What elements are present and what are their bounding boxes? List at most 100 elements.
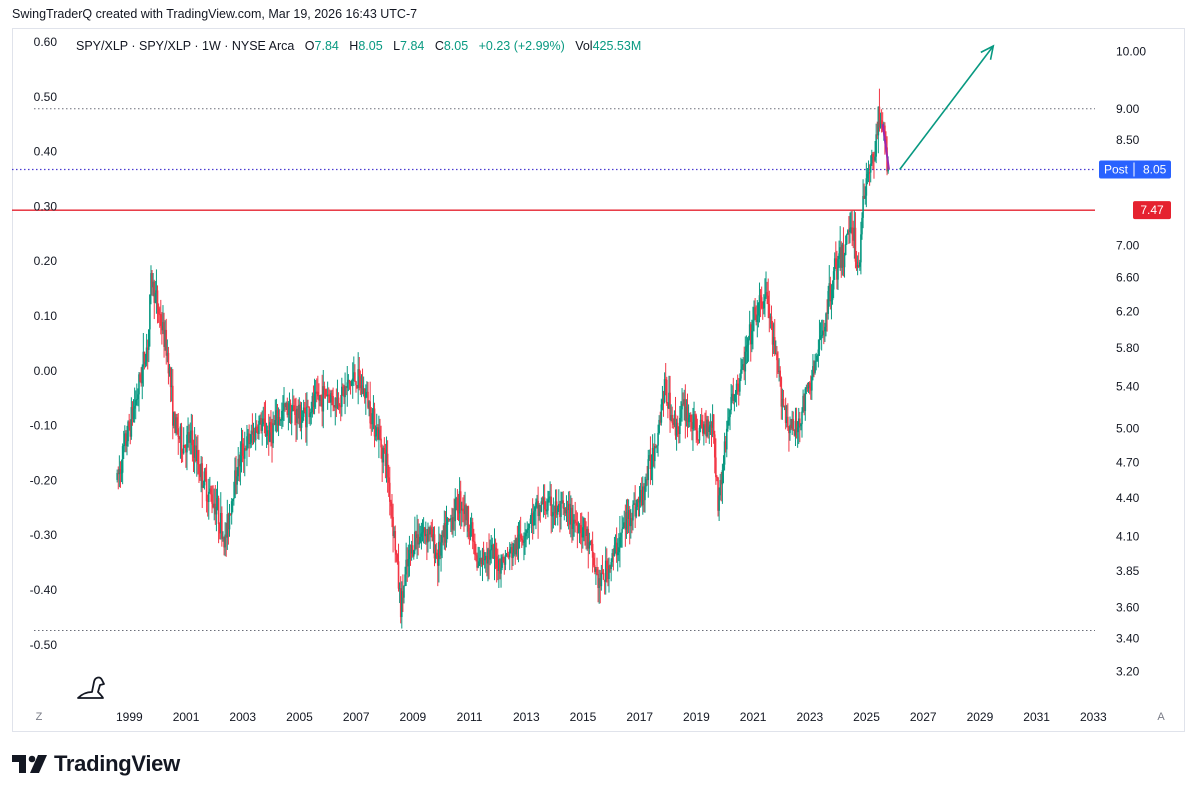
candle-body bbox=[514, 543, 517, 555]
candle-body bbox=[741, 366, 743, 370]
candle-body bbox=[532, 511, 535, 526]
candle-body bbox=[799, 418, 801, 427]
candle-body bbox=[676, 422, 679, 427]
candle-body bbox=[297, 408, 299, 419]
candle-body bbox=[430, 527, 433, 530]
candle-body bbox=[645, 478, 647, 487]
candle-body bbox=[510, 547, 512, 550]
candle-body bbox=[459, 491, 462, 511]
log-scale-button[interactable]: Z bbox=[35, 711, 43, 723]
time-axis-tick-label: 2017 bbox=[626, 710, 653, 724]
candle-body bbox=[159, 314, 162, 326]
candle-body bbox=[495, 556, 498, 569]
candle-body bbox=[211, 494, 213, 504]
candle-body bbox=[814, 361, 816, 373]
candle-body bbox=[608, 565, 610, 580]
candle-body bbox=[536, 500, 538, 503]
legend-change: +0.23 (+2.99%) bbox=[478, 39, 565, 53]
candle-body bbox=[121, 446, 124, 473]
candle-body bbox=[207, 491, 210, 503]
candle-body bbox=[166, 352, 169, 356]
candle-body bbox=[296, 408, 298, 423]
candle-body bbox=[118, 468, 121, 475]
candle-body bbox=[255, 426, 258, 431]
candle-body bbox=[216, 498, 219, 507]
right-axis-tick-label: 5.40 bbox=[1116, 380, 1140, 394]
candle-body bbox=[465, 505, 467, 521]
post-market-price-label: 8.05 bbox=[1143, 162, 1167, 176]
candle-body bbox=[450, 518, 452, 520]
candle-body bbox=[685, 406, 688, 422]
candle-body bbox=[875, 134, 877, 157]
candle-body bbox=[124, 433, 126, 445]
candle-body bbox=[442, 531, 445, 538]
candle-body bbox=[155, 290, 158, 293]
candle-body bbox=[153, 281, 156, 303]
candle-body bbox=[785, 416, 788, 423]
candle-body bbox=[165, 329, 168, 356]
candle-body bbox=[315, 391, 318, 393]
candle-body bbox=[218, 524, 221, 534]
candle-body bbox=[192, 445, 195, 458]
right-axis-tick-label: 6.60 bbox=[1116, 271, 1140, 285]
candle-body bbox=[137, 394, 139, 399]
candle-body bbox=[856, 265, 859, 268]
time-axis-tick-label: 2023 bbox=[796, 710, 823, 724]
time-axis-tick-label: 2011 bbox=[457, 710, 483, 724]
candle-body bbox=[515, 538, 518, 555]
candle-body bbox=[455, 498, 458, 500]
candle-body bbox=[535, 502, 537, 507]
candle-body bbox=[149, 294, 151, 330]
candle-body bbox=[730, 396, 732, 411]
candle-body bbox=[700, 419, 703, 427]
resistance-price-label: 7.47 bbox=[1140, 203, 1164, 217]
candle-body bbox=[551, 515, 554, 517]
candle-body bbox=[345, 386, 347, 388]
candle-body bbox=[163, 322, 165, 347]
legend-low-value: 7.84 bbox=[400, 39, 425, 53]
left-axis-tick-label: -0.10 bbox=[30, 419, 58, 433]
candle-body bbox=[540, 501, 543, 512]
candle-body bbox=[182, 444, 185, 454]
candle-body bbox=[861, 217, 863, 235]
candle-body bbox=[558, 503, 560, 508]
right-axis-tick-label: 4.40 bbox=[1116, 491, 1140, 505]
candle-body bbox=[747, 339, 750, 345]
candle-body bbox=[138, 374, 140, 395]
candle-body bbox=[522, 540, 524, 543]
candle-body bbox=[236, 476, 238, 485]
candle-body bbox=[805, 387, 808, 389]
candle-body bbox=[428, 528, 430, 535]
candle-body bbox=[452, 517, 454, 530]
candle-body bbox=[466, 506, 469, 521]
candle-body bbox=[609, 565, 611, 570]
candle-body bbox=[763, 301, 765, 309]
candle-body bbox=[622, 527, 624, 529]
candle-body bbox=[174, 412, 176, 434]
candle-body bbox=[266, 430, 269, 435]
candle-body bbox=[389, 482, 391, 502]
candle-body bbox=[683, 399, 686, 405]
candle-body bbox=[701, 426, 704, 434]
candle-body bbox=[338, 405, 341, 407]
candle-body bbox=[573, 519, 575, 524]
candle-body bbox=[371, 413, 374, 425]
candle-body bbox=[709, 424, 712, 427]
candle-body bbox=[647, 459, 650, 481]
candle-body bbox=[313, 393, 316, 407]
candle-body bbox=[865, 178, 868, 196]
left-axis-tick-label: -0.50 bbox=[30, 638, 58, 652]
candle-body bbox=[447, 518, 450, 520]
candle-body bbox=[230, 501, 233, 515]
candle-body bbox=[229, 514, 232, 516]
candle-body bbox=[344, 386, 346, 398]
candle-body bbox=[585, 530, 587, 536]
candle-body bbox=[151, 273, 153, 288]
candle-body bbox=[716, 477, 718, 478]
time-axis-tick-label: 2027 bbox=[910, 710, 937, 724]
candle-body bbox=[717, 477, 719, 511]
candle-body bbox=[318, 396, 320, 401]
candle-body bbox=[836, 266, 838, 280]
auto-scale-button[interactable]: A bbox=[1157, 711, 1165, 723]
